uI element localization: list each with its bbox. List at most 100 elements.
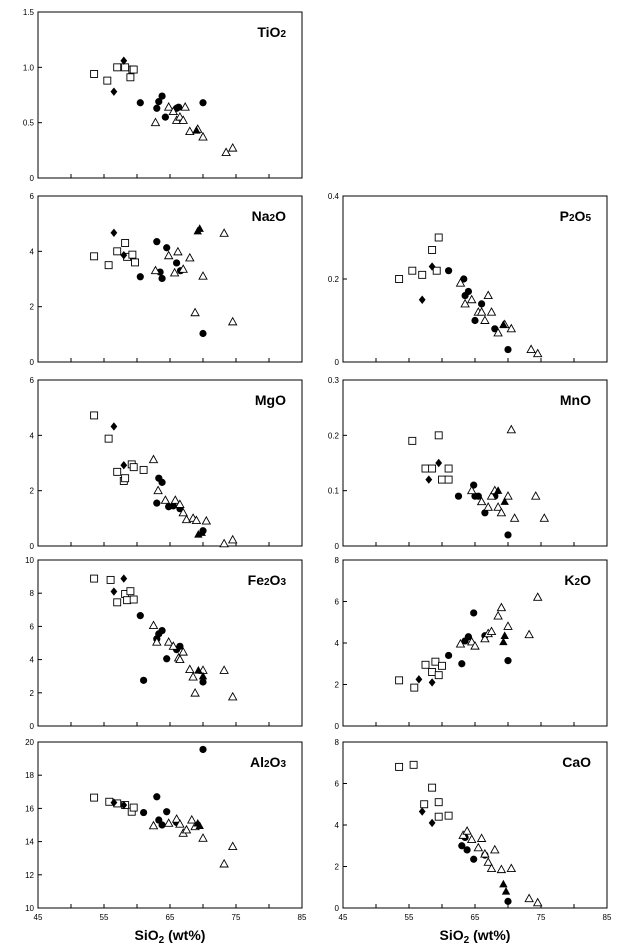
data-point-open-square [434, 671, 443, 680]
y-tick-label: 4 [30, 247, 35, 256]
data-point-filled-triangle [192, 126, 201, 134]
data-point-filled-diamond [120, 461, 128, 470]
y-tick-label: 0.2 [328, 275, 340, 284]
data-point-filled-diamond [110, 422, 118, 431]
data-point-open-square [90, 574, 99, 583]
x-tick-label: 45 [339, 913, 348, 922]
data-point-open-triangle [178, 115, 188, 124]
data-point-open-triangle [483, 857, 493, 866]
data-point-filled-circle [174, 103, 183, 111]
data-point-open-square [434, 812, 443, 821]
data-point-open-triangle [219, 858, 229, 868]
data-point-open-triangle [190, 307, 200, 317]
data-point-open-triangle [503, 491, 513, 500]
data-point-open-square [121, 63, 130, 72]
data-point-open-square [129, 595, 138, 604]
x-tick-label: 45 [34, 913, 43, 922]
data-point-open-triangle [153, 485, 163, 495]
data-point-open-triangle [181, 824, 192, 834]
data-point-filled-circle [140, 808, 148, 817]
x-tick-label: 85 [603, 913, 612, 922]
data-point-open-triangle [178, 264, 188, 273]
data-point-open-square [90, 252, 99, 261]
data-point-open-square [428, 245, 437, 254]
x-tick-label: 55 [405, 913, 414, 922]
panel-cao: 45 55 65 75 85 0 2 4 6 8 CaO SiO2 (wt%) [335, 738, 612, 946]
y-tick-label: 14 [25, 838, 34, 847]
data-point-filled-diamond [428, 818, 436, 828]
y-tick-label: 18 [25, 771, 34, 780]
data-point-open-triangle [221, 147, 231, 156]
data-point-open-triangle [526, 344, 536, 353]
data-point-open-triangle [219, 538, 229, 548]
data-point-filled-diamond [120, 574, 128, 583]
data-point-filled-circle [470, 609, 478, 617]
data-point-filled-circle [504, 531, 512, 539]
x-tick-label: 75 [232, 913, 241, 922]
data-point-open-triangle [503, 621, 513, 630]
data-point-filled-diamond [120, 800, 128, 810]
data-point-open-triangle [187, 814, 197, 824]
data-point-open-triangle [178, 647, 188, 656]
data-point-open-triangle [175, 499, 185, 508]
y-tick-label: 1.5 [23, 8, 35, 17]
data-point-filled-triangle [500, 497, 509, 505]
data-point-filled-diamond [120, 56, 128, 65]
panel-title: K2O [564, 572, 591, 588]
data-point-open-triangle [524, 893, 534, 903]
y-tick-label: 4 [30, 431, 35, 440]
data-point-filled-circle [199, 329, 207, 338]
y-tick-label: 2 [30, 487, 35, 496]
y-tick-label: 2 [335, 681, 340, 690]
data-point-filled-circle [136, 612, 144, 620]
data-point-open-triangle [171, 814, 182, 823]
data-point-filled-circle [504, 897, 512, 905]
data-point-filled-diamond [428, 678, 436, 687]
data-point-open-square [408, 266, 417, 275]
data-point-filled-diamond [110, 587, 118, 596]
panel-title: Fe2O3 [248, 572, 287, 588]
data-point-open-triangle [486, 491, 497, 500]
y-tick-label: 4 [335, 639, 340, 648]
data-point-open-triangle [476, 833, 487, 842]
data-point-filled-circle [169, 502, 177, 510]
data-point-open-triangle [180, 102, 190, 111]
data-point-filled-circle [471, 316, 479, 325]
panel-title: Na2O [252, 208, 286, 224]
data-point-open-triangle [150, 265, 161, 275]
data-point-filled-diamond [418, 295, 426, 304]
panel-p2o5: 0 0.2 0.4 P2O5 [328, 192, 608, 367]
panel-title: P2O5 [560, 208, 592, 224]
data-point-open-triangle [163, 250, 174, 260]
data-point-open-square [421, 464, 430, 473]
panel-mgo: 0 2 4 6 MgO [30, 376, 303, 551]
data-point-open-square [126, 587, 135, 596]
data-point-filled-circle [153, 499, 161, 507]
data-point-open-square [128, 250, 137, 259]
data-point-filled-circle [176, 642, 184, 650]
data-point-filled-circle [464, 633, 472, 641]
data-point-filled-circle [163, 808, 171, 816]
data-point-open-triangle [190, 688, 200, 697]
data-point-open-triangle [173, 246, 183, 256]
data-point-open-triangle [476, 307, 487, 316]
panel-title: TiO2 [257, 24, 286, 40]
data-point-open-triangle [163, 102, 174, 111]
data-point-open-square [139, 465, 148, 474]
data-point-filled-circle [155, 98, 163, 106]
data-point-open-square [428, 464, 437, 473]
panel-k2o: 0 2 4 6 8 K2O [335, 556, 608, 731]
data-point-open-triangle [509, 513, 520, 522]
data-point-open-triangle [163, 637, 174, 646]
data-point-open-square [421, 660, 430, 669]
data-point-open-square [131, 258, 139, 267]
y-tick-label: 0 [335, 904, 340, 913]
y-tick-label: 2 [30, 303, 35, 312]
data-point-filled-triangle [499, 320, 508, 328]
y-tick-label: 0 [30, 542, 35, 551]
data-point-open-triangle [473, 842, 484, 852]
data-point-open-triangle [198, 131, 208, 141]
data-point-open-triangle [198, 271, 208, 280]
data-point-open-square [90, 411, 99, 420]
